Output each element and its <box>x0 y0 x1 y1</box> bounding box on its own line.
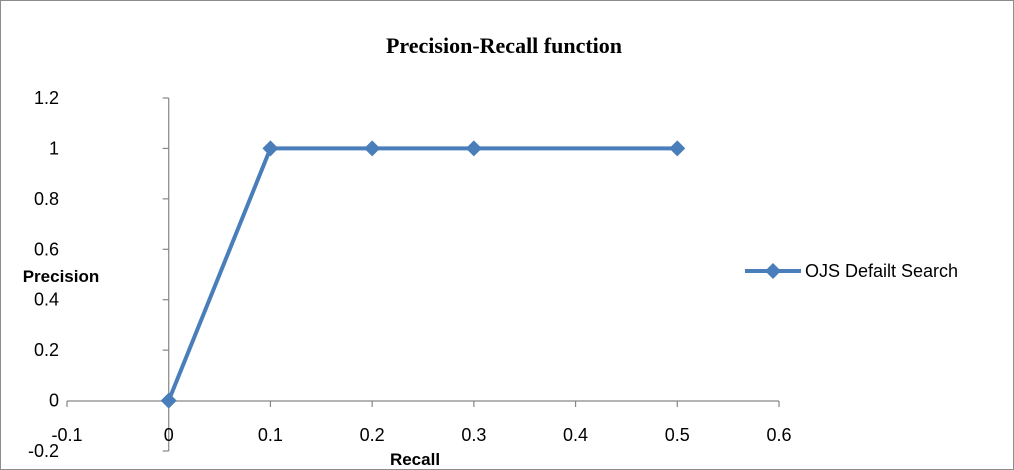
y-tick-label: -0.2 <box>28 441 59 461</box>
chart-title: Precision-Recall function <box>386 33 622 58</box>
y-tick-label: 0.6 <box>34 239 59 259</box>
y-tick-label: 0.2 <box>34 340 59 360</box>
plot-series <box>160 140 686 409</box>
x-tick-label: 0.1 <box>258 425 283 445</box>
legend-label: OJS Defailt Search <box>805 261 958 281</box>
y-tick-label: 1 <box>49 138 59 158</box>
data-point-marker <box>160 392 177 409</box>
data-point-marker <box>465 140 482 157</box>
y-tick-label: 0.4 <box>34 290 59 310</box>
x-tick-label: 0 <box>164 425 174 445</box>
x-tick-label: -0.1 <box>51 425 82 445</box>
y-tick-label: 0 <box>49 391 59 411</box>
data-point-marker <box>364 140 381 157</box>
y-tick-label: 1.2 <box>34 88 59 108</box>
x-tick-label: 0.5 <box>665 425 690 445</box>
axis-ticks: -0.2 0 0.2 0.4 0.6 0.8 1 1.2 -0.1 0 0.1 0.2 0.3 0.4 0.… <box>28 88 792 461</box>
y-axis-title: Precision <box>23 267 100 286</box>
legend-marker-diamond <box>765 263 781 279</box>
y-tick-label: 0.8 <box>34 189 59 209</box>
x-tick-label: 0.3 <box>461 425 486 445</box>
legend: OJS Defailt Search <box>745 261 958 281</box>
x-tick-label: 0.2 <box>360 425 385 445</box>
series-line <box>166 146 678 402</box>
data-point-marker <box>262 140 279 157</box>
x-axis-title: Recall <box>390 450 440 469</box>
x-tick-label: 0.4 <box>563 425 588 445</box>
data-point-marker <box>669 140 686 157</box>
x-tick-label: 0.6 <box>766 425 791 445</box>
